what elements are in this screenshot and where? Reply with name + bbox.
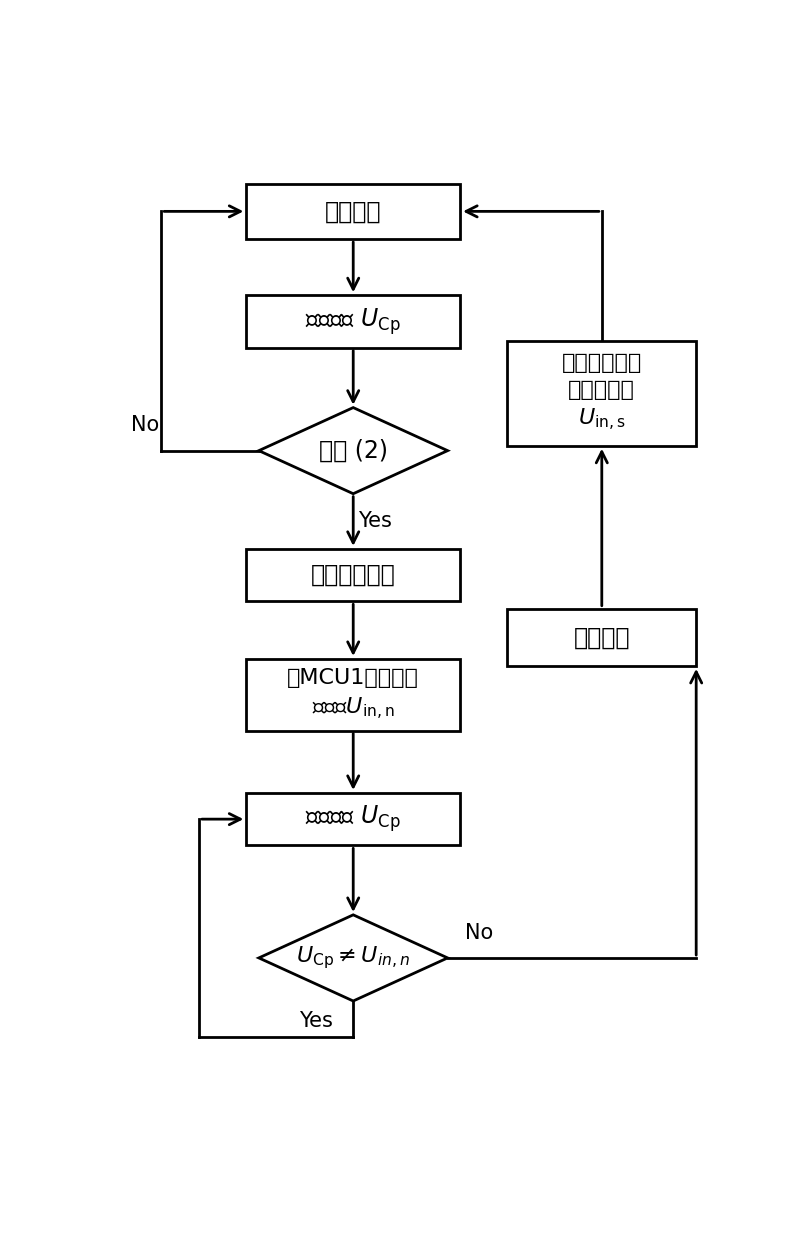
FancyBboxPatch shape	[507, 341, 695, 446]
Text: 转换输入电压
至待机电压
$U_{\mathrm{in,s}}$: 转换输入电压 至待机电压 $U_{\mathrm{in,s}}$	[561, 353, 642, 434]
FancyBboxPatch shape	[246, 659, 460, 731]
Text: 检测电压 $U_{\mathrm{Cp}}$: 检测电压 $U_{\mathrm{Cp}}$	[305, 804, 401, 834]
FancyBboxPatch shape	[246, 793, 460, 845]
Text: No: No	[131, 415, 160, 435]
Text: Yes: Yes	[298, 1011, 332, 1030]
FancyBboxPatch shape	[246, 184, 460, 239]
FancyBboxPatch shape	[246, 548, 460, 602]
Text: $U_{\mathrm{Cp}}\neq U_{\mathit{in,n}}$: $U_{\mathrm{Cp}}\neq U_{\mathit{in,n}}$	[296, 945, 410, 971]
FancyBboxPatch shape	[507, 609, 695, 666]
Text: 满足 (2): 满足 (2)	[319, 439, 387, 462]
Text: No: No	[465, 922, 492, 942]
Text: 系统故障: 系统故障	[573, 625, 629, 649]
Text: 待机状态: 待机状态	[324, 199, 381, 224]
Text: 所接电池合法: 所接电池合法	[311, 563, 395, 587]
Text: Yes: Yes	[358, 511, 392, 531]
Text: 检测电压 $U_{\mathrm{Cp}}$: 检测电压 $U_{\mathrm{Cp}}$	[305, 306, 401, 337]
Polygon shape	[259, 915, 447, 1001]
FancyBboxPatch shape	[246, 295, 460, 348]
Polygon shape	[259, 408, 447, 493]
Text: 用MCU1转换输入
电压为$U_{\mathrm{in,n}}$: 用MCU1转换输入 电压为$U_{\mathrm{in,n}}$	[287, 667, 418, 721]
